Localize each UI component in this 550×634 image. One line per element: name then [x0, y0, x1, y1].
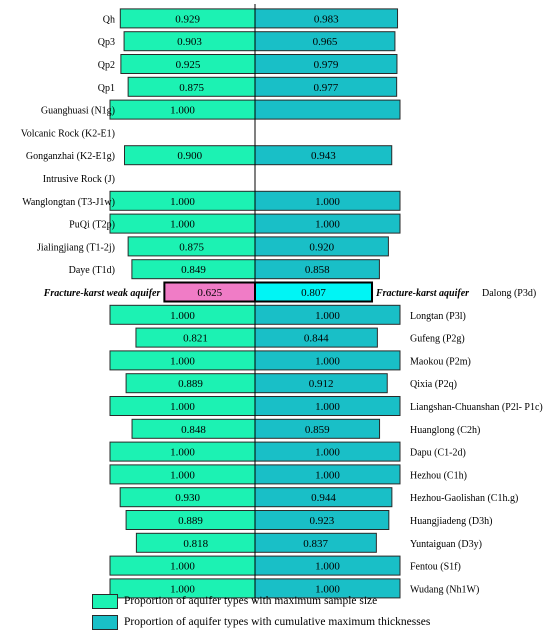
value-label-right-qp1: 0.977 — [313, 82, 338, 94]
category-label-qp3: Qp3 — [98, 37, 115, 48]
value-label-left-maokou-p2m: 1.000 — [170, 355, 195, 367]
value-label-left-wanglongtan-t3-j1w: 1.000 — [170, 196, 195, 208]
value-label-left-hezhou-gaolishan-c1h-g: 0.930 — [175, 492, 200, 504]
annotation-left-dalong-p3d: Fracture-karst weak aquifer — [43, 288, 161, 299]
value-label-left-puqi-t2p: 1.000 — [170, 219, 195, 231]
category-label-huanglong-c2h: Huanglong (C2h) — [410, 425, 480, 436]
value-label-right-qp2: 0.979 — [314, 59, 339, 71]
value-label-right-daye-t1d: 0.858 — [305, 264, 330, 276]
value-label-right-dalong-p3d: 0.807 — [301, 287, 326, 299]
bar-right-guanghuasi-n1g — [254, 99, 401, 120]
category-label-dalong-p3d: Dalong (P3d) — [482, 288, 536, 299]
category-label-jialingjiang-t1-2j: Jialingjiang (T1-2j) — [37, 242, 115, 253]
category-label-longtan-p3l: Longtan (P3l) — [410, 311, 466, 322]
category-label-fentou-s1f: Fentou (S1f) — [410, 562, 461, 573]
value-label-right-gufeng-p2g: 0.844 — [304, 333, 329, 345]
legend-swatch-max-sample-size — [92, 593, 118, 609]
value-label-right-hezhou-gaolishan-c1h-g: 0.944 — [311, 492, 336, 504]
value-label-left-huangjiadeng-d3h: 0.889 — [178, 515, 203, 527]
value-label-right-puqi-t2p: 1.000 — [315, 219, 340, 231]
value-label-left-gufeng-p2g: 0.821 — [183, 333, 208, 345]
value-label-left-huanglong-c2h: 0.848 — [181, 424, 206, 436]
category-label-wanglongtan-t3-j1w: Wanglongtan (T3-J1w) — [22, 197, 115, 208]
value-label-left-longtan-p3l: 1.000 — [170, 310, 195, 322]
value-label-right-qp3: 0.965 — [313, 36, 338, 48]
value-label-right-jialingjiang-t1-2j: 0.920 — [309, 241, 334, 253]
category-label-liangshan-chuanshan-p2l-p1c: Liangshan-Chuanshan (P2l- P1c) — [410, 402, 543, 413]
category-label-daye-t1d: Daye (T1d) — [69, 265, 115, 276]
value-label-right-longtan-p3l: 1.000 — [315, 310, 340, 322]
value-label-left-dalong-p3d: 0.625 — [197, 287, 222, 299]
value-label-right-liangshan-chuanshan-p2l-p1c: 1.000 — [315, 401, 340, 413]
value-label-right-qh: 0.983 — [314, 13, 339, 25]
category-label-huangjiadeng-d3h: Huangjiadeng (D3h) — [410, 516, 492, 527]
value-label-left-qp3: 0.903 — [177, 36, 202, 48]
value-label-right-huangjiadeng-d3h: 0.923 — [310, 515, 335, 527]
value-label-left-liangshan-chuanshan-p2l-p1c: 1.000 — [170, 401, 195, 413]
value-label-left-qh: 0.929 — [175, 13, 200, 25]
legend-item-cumulative-thickness: Proportion of aquifer types with cumulat… — [92, 614, 430, 630]
value-label-right-wudang-nh1w: 1.000 — [315, 583, 340, 595]
category-label-guanghuasi-n1g: Guanghuasi (N1g) — [41, 106, 115, 117]
category-label-intrusive-rock-j: Intrusive Rock (J) — [43, 174, 115, 185]
category-label-wudang-nh1w: Wudang (Nh1W) — [410, 584, 479, 595]
category-label-qp1: Qp1 — [98, 83, 115, 94]
labels-layer: 0.929 0.983 Qh 0.903 0.965 Qp3 0.925 0.979 Qp2 0.… — [21, 13, 543, 595]
category-label-gonganzhai-k2-e1g: Gonganzhai (K2-E1g) — [26, 151, 115, 162]
value-label-right-maokou-p2m: 1.000 — [315, 355, 340, 367]
value-label-left-jialingjiang-t1-2j: 0.875 — [179, 241, 204, 253]
value-label-right-dapu-c1-2d: 1.000 — [315, 447, 340, 459]
value-label-left-wudang-nh1w: 1.000 — [170, 583, 195, 595]
category-label-dapu-c1-2d: Dapu (C1-2d) — [410, 448, 466, 459]
value-label-left-qp1: 0.875 — [179, 82, 204, 94]
value-label-right-fentou-s1f: 1.000 — [315, 561, 340, 573]
value-label-left-dapu-c1-2d: 1.000 — [170, 447, 195, 459]
value-label-left-fentou-s1f: 1.000 — [170, 561, 195, 573]
legend-label-max-sample-size: Proportion of aquifer types with maximum… — [124, 595, 378, 607]
value-label-left-yuntaiguan-d3y: 0.818 — [183, 538, 208, 550]
value-label-left-qp2: 0.925 — [176, 59, 201, 71]
category-label-volcanic-rock-k2-e1: Volcanic Rock (K2-E1) — [21, 128, 115, 139]
category-label-maokou-p2m: Maokou (P2m) — [410, 356, 471, 367]
legend-label-cumulative-thickness: Proportion of aquifer types with cumulat… — [124, 616, 431, 628]
annotation-right-dalong-p3d: Fracture-karst aquifer — [375, 288, 469, 299]
value-label-right-qixia-p2q: 0.912 — [309, 378, 334, 390]
value-label-left-qixia-p2q: 0.889 — [178, 378, 203, 390]
category-label-qixia-p2q: Qixia (P2q) — [410, 379, 457, 390]
category-label-gufeng-p2g: Gufeng (P2g) — [410, 334, 465, 345]
value-label-left-hezhou-c1h: 1.000 — [170, 469, 195, 481]
value-label-left-daye-t1d: 0.849 — [181, 264, 206, 276]
category-label-hezhou-gaolishan-c1h-g: Hezhou-Gaolishan (C1h.g) — [410, 493, 518, 504]
category-label-qh: Qh — [103, 14, 115, 25]
legend-item-max-sample-size: Proportion of aquifer types with maximum… — [92, 593, 377, 609]
value-label-left-gonganzhai-k2-e1g: 0.900 — [177, 150, 202, 162]
category-label-puqi-t2p: PuQi (T2p) — [69, 220, 115, 231]
value-label-right-huanglong-c2h: 0.859 — [305, 424, 330, 436]
category-label-hezhou-c1h: Hezhou (C1h) — [410, 470, 467, 481]
legend-swatch-cumulative-thickness — [92, 614, 118, 630]
value-label-right-hezhou-c1h: 1.000 — [315, 469, 340, 481]
value-label-right-yuntaiguan-d3y: 0.837 — [303, 538, 328, 550]
category-label-yuntaiguan-d3y: Yuntaiguan (D3y) — [410, 539, 482, 550]
value-label-right-wanglongtan-t3-j1w: 1.000 — [315, 196, 340, 208]
value-label-right-gonganzhai-k2-e1g: 0.943 — [311, 150, 336, 162]
category-label-qp2: Qp2 — [98, 60, 115, 71]
value-label-left-guanghuasi-n1g: 1.000 — [170, 105, 195, 117]
